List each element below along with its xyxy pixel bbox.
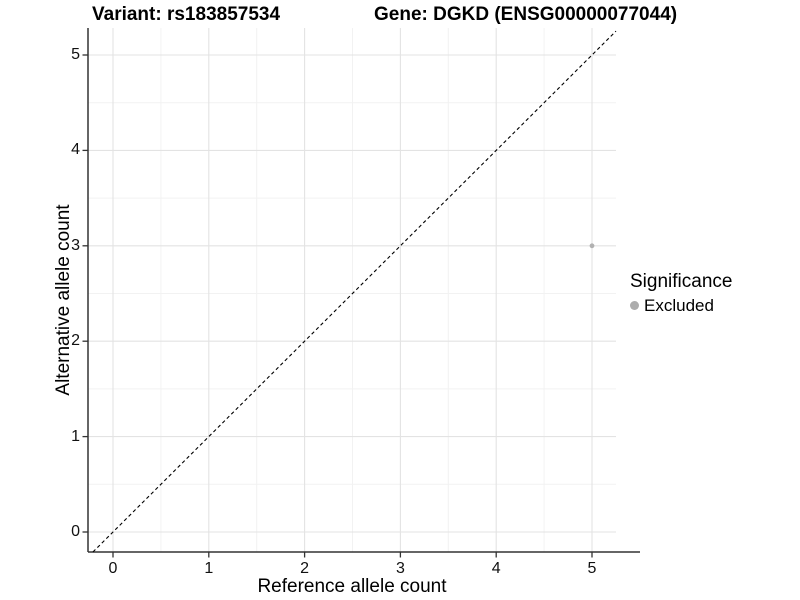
- x-tick-label: 0: [108, 560, 118, 577]
- y-axis-title: Alternative allele count: [53, 204, 74, 396]
- legend-item-label: Excluded: [644, 296, 714, 315]
- y-tick-label: 0: [71, 523, 80, 540]
- y-tick-label: 2: [71, 332, 80, 350]
- y-tick-label: 3: [71, 236, 80, 254]
- data-point: [589, 243, 595, 249]
- x-tick-label: 4: [491, 560, 501, 577]
- legend-title: Significance: [630, 271, 733, 292]
- y-tick-label: 5: [71, 46, 80, 63]
- plot-title-variant: Variant: rs183857534: [92, 4, 281, 25]
- x-tick-label: 1: [204, 560, 214, 577]
- legend-point-icon: [630, 301, 639, 310]
- x-tick-label: 3: [395, 560, 405, 577]
- x-axis-title: Reference allele count: [257, 576, 447, 597]
- y-tick-label: 4: [71, 141, 80, 159]
- legend-item-excluded: Excluded: [630, 296, 732, 315]
- plot-title-gene: Gene: DGKD (ENSG00000077044): [374, 4, 678, 25]
- x-tick-label: 5: [587, 560, 597, 577]
- legend: Significance Excluded: [630, 271, 732, 315]
- x-tick-label: 2: [300, 560, 310, 577]
- y-tick-label: 1: [71, 427, 80, 445]
